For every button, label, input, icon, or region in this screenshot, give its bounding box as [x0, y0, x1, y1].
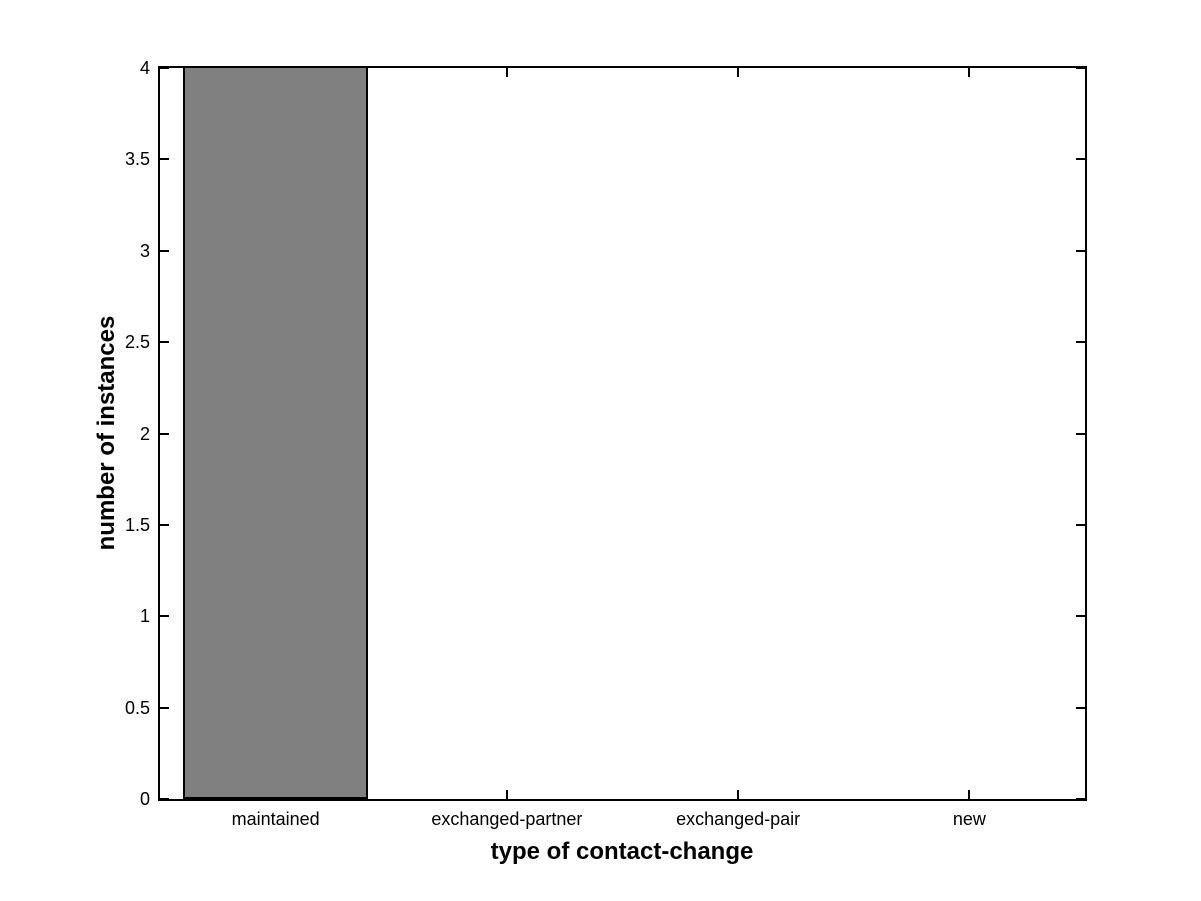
y-tick-mark-left: [160, 341, 169, 344]
y-tick-mark-left: [160, 432, 169, 435]
y-tick-label: 1: [139, 606, 150, 627]
x-tick-label: exchanged-partner: [431, 809, 583, 829]
y-tick-label: 2: [139, 423, 150, 444]
y-tick-label: 2.5: [124, 332, 150, 353]
y-tick-mark-left: [160, 798, 169, 800]
y-tick-label: 1.5: [124, 514, 150, 535]
y-tick-mark-right: [1076, 341, 1085, 344]
y-tick-label: 3: [139, 240, 150, 261]
x-tick-mark-top: [968, 68, 971, 77]
x-tick-label: maintained: [231, 809, 320, 829]
y-tick-mark-left: [160, 706, 169, 709]
y-tick-label: 3.5: [124, 149, 150, 170]
y-tick-mark-left: [160, 67, 169, 69]
y-tick-mark-left: [160, 615, 169, 618]
x-tick-label: new: [952, 809, 986, 829]
x-tick-mark-top: [737, 68, 740, 77]
y-tick-mark-right: [1076, 67, 1085, 69]
y-tick-label: 4: [139, 58, 150, 78]
y-tick-mark-right: [1076, 249, 1085, 252]
x-tick-mark-bottom: [968, 790, 971, 799]
bar-maintained: [183, 66, 369, 799]
plot-area: [158, 66, 1087, 801]
y-tick-mark-left: [160, 523, 169, 526]
y-tick-label: 0: [139, 789, 150, 809]
y-tick-mark-right: [1076, 706, 1085, 709]
y-axis-label: number of instances: [93, 315, 120, 551]
y-tick-mark-right: [1076, 615, 1085, 618]
y-tick-mark-right: [1076, 798, 1085, 800]
y-tick-mark-left: [160, 158, 169, 161]
y-tick-mark-right: [1076, 432, 1085, 435]
y-tick-mark-left: [160, 249, 169, 252]
x-tick-mark-bottom: [737, 790, 740, 799]
y-tick-label: 0.5: [124, 697, 150, 718]
x-tick-mark-top: [505, 68, 508, 77]
x-axis-label: type of contact-change: [490, 838, 754, 865]
y-tick-mark-right: [1076, 523, 1085, 526]
y-tick-mark-right: [1076, 158, 1085, 161]
x-tick-label: exchanged-pair: [676, 809, 801, 829]
x-tick-mark-bottom: [505, 790, 508, 799]
